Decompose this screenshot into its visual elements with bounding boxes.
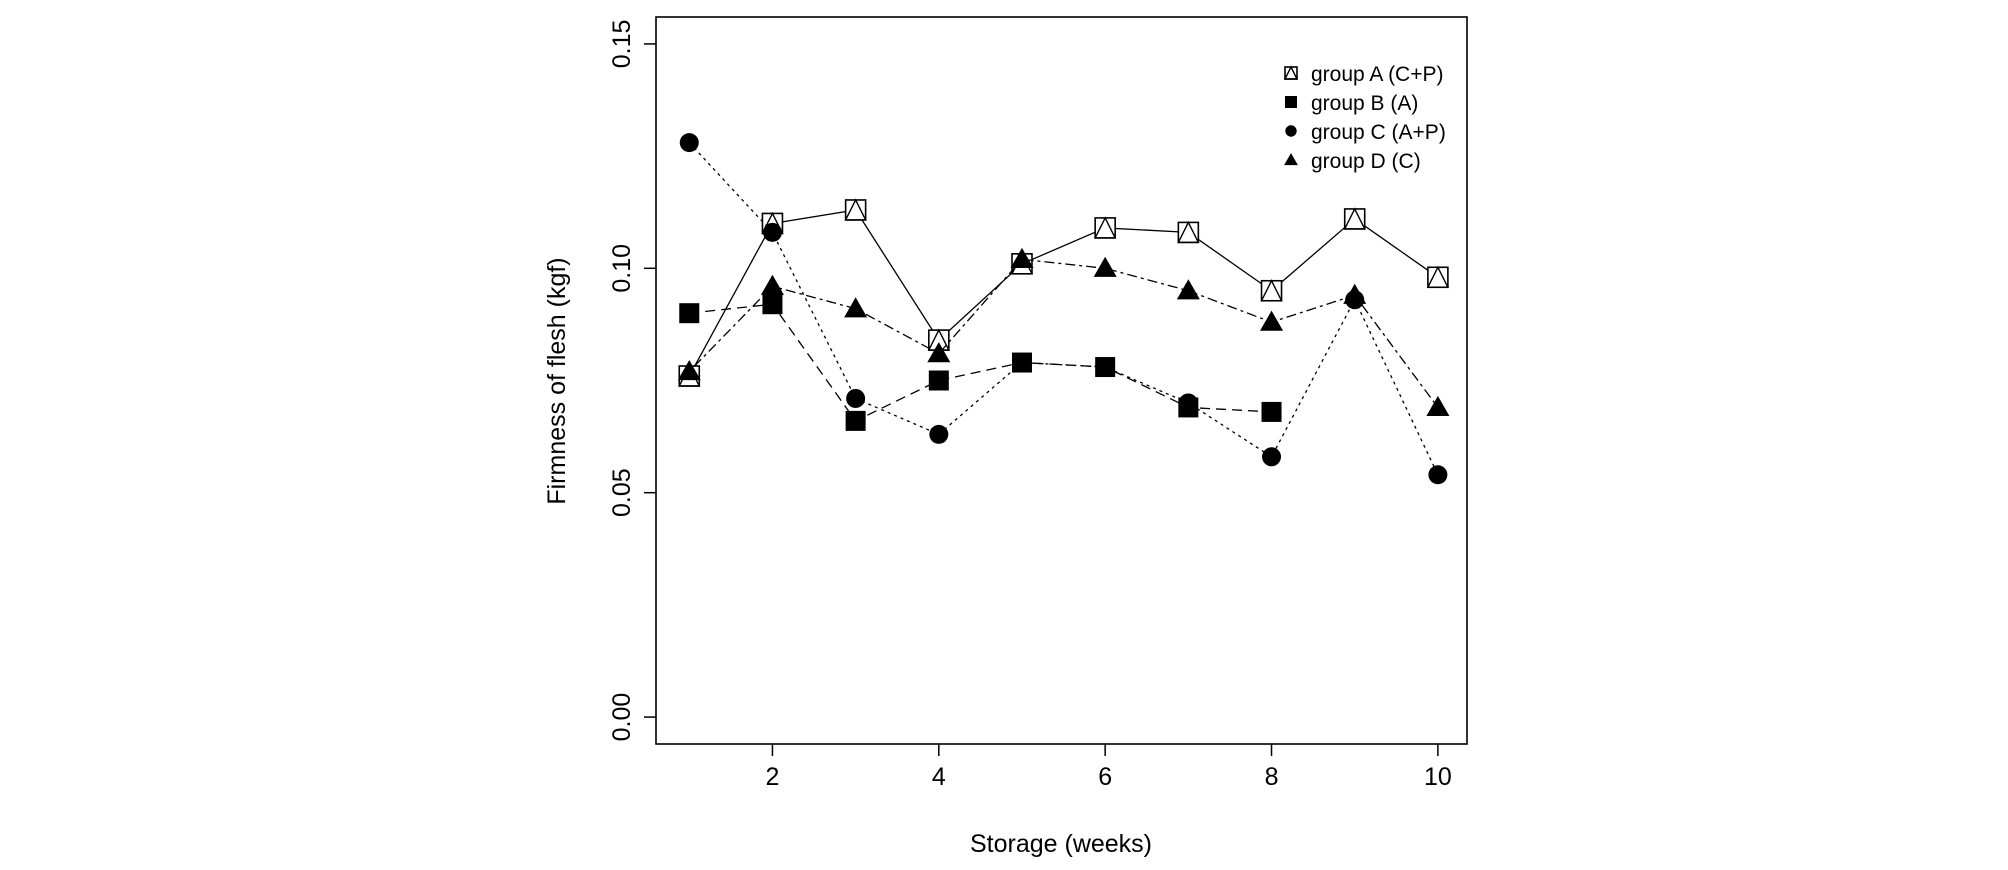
legend-marker xyxy=(1283,65,1299,80)
data-point xyxy=(928,370,949,391)
data-point xyxy=(1428,465,1448,485)
legend-label: group A (C+P) xyxy=(1311,63,1444,86)
x-tick-label: 10 xyxy=(1424,763,1452,791)
legend-label: group D (C) xyxy=(1311,150,1421,173)
data-point xyxy=(1010,247,1034,268)
legend: group A (C+P) group B (A) group C (A+P) gro… xyxy=(1283,63,1446,173)
data-point xyxy=(1260,310,1284,331)
y-tick-label: 0.15 xyxy=(608,20,636,69)
data-point xyxy=(677,360,701,381)
data-point xyxy=(1178,393,1198,413)
data-point xyxy=(1260,279,1283,302)
data-point xyxy=(1343,283,1367,304)
data-point xyxy=(760,274,784,295)
legend-label: group B (A) xyxy=(1311,92,1418,115)
legend-label: group C (A+P) xyxy=(1311,121,1446,144)
data-point xyxy=(1426,395,1450,417)
axis-layer: 2 4 6 8 10 0.00 0.05 0.10 0.15 xyxy=(608,20,1452,791)
y-axis-title: Firmness of flesh (kgf) xyxy=(543,257,571,504)
data-point xyxy=(762,222,782,242)
data-point xyxy=(679,133,699,153)
data-point xyxy=(1343,207,1366,230)
series-3 xyxy=(679,133,1448,485)
series-line xyxy=(688,258,1439,408)
data-point xyxy=(844,198,867,221)
data-point xyxy=(927,342,951,363)
x-tick-label: 4 xyxy=(932,763,946,791)
legend-marker xyxy=(1285,96,1297,108)
data-point xyxy=(762,294,783,315)
series-line xyxy=(688,209,1439,377)
data-point xyxy=(1261,401,1282,422)
legend-marker xyxy=(1284,153,1298,166)
series-4 xyxy=(677,247,1450,417)
x-tick-label: 6 xyxy=(1098,763,1112,791)
series-layer xyxy=(677,133,1450,485)
data-point xyxy=(1262,447,1282,467)
data-point xyxy=(1094,216,1117,239)
data-point xyxy=(1177,220,1200,244)
y-tick-label: 0.00 xyxy=(608,693,636,742)
y-tick-label: 0.05 xyxy=(608,468,636,517)
x-tick-label: 8 xyxy=(1265,763,1279,791)
data-point xyxy=(845,410,866,431)
data-point xyxy=(1426,265,1450,289)
data-point xyxy=(844,297,868,318)
data-point xyxy=(929,424,949,444)
plot-frame xyxy=(655,16,1468,745)
series-line xyxy=(689,303,1272,422)
data-point xyxy=(1093,256,1117,277)
data-point xyxy=(1176,279,1200,300)
x-tick-label: 2 xyxy=(765,763,779,791)
series-line xyxy=(688,142,1439,476)
y-tick-label: 0.10 xyxy=(608,244,636,293)
series-1 xyxy=(678,198,1450,387)
data-point xyxy=(1095,357,1115,377)
legend-marker xyxy=(1285,125,1297,137)
data-point xyxy=(679,303,700,324)
data-point xyxy=(1012,353,1032,373)
x-axis-title: Storage (weeks) xyxy=(970,830,1152,858)
data-point xyxy=(846,388,866,408)
